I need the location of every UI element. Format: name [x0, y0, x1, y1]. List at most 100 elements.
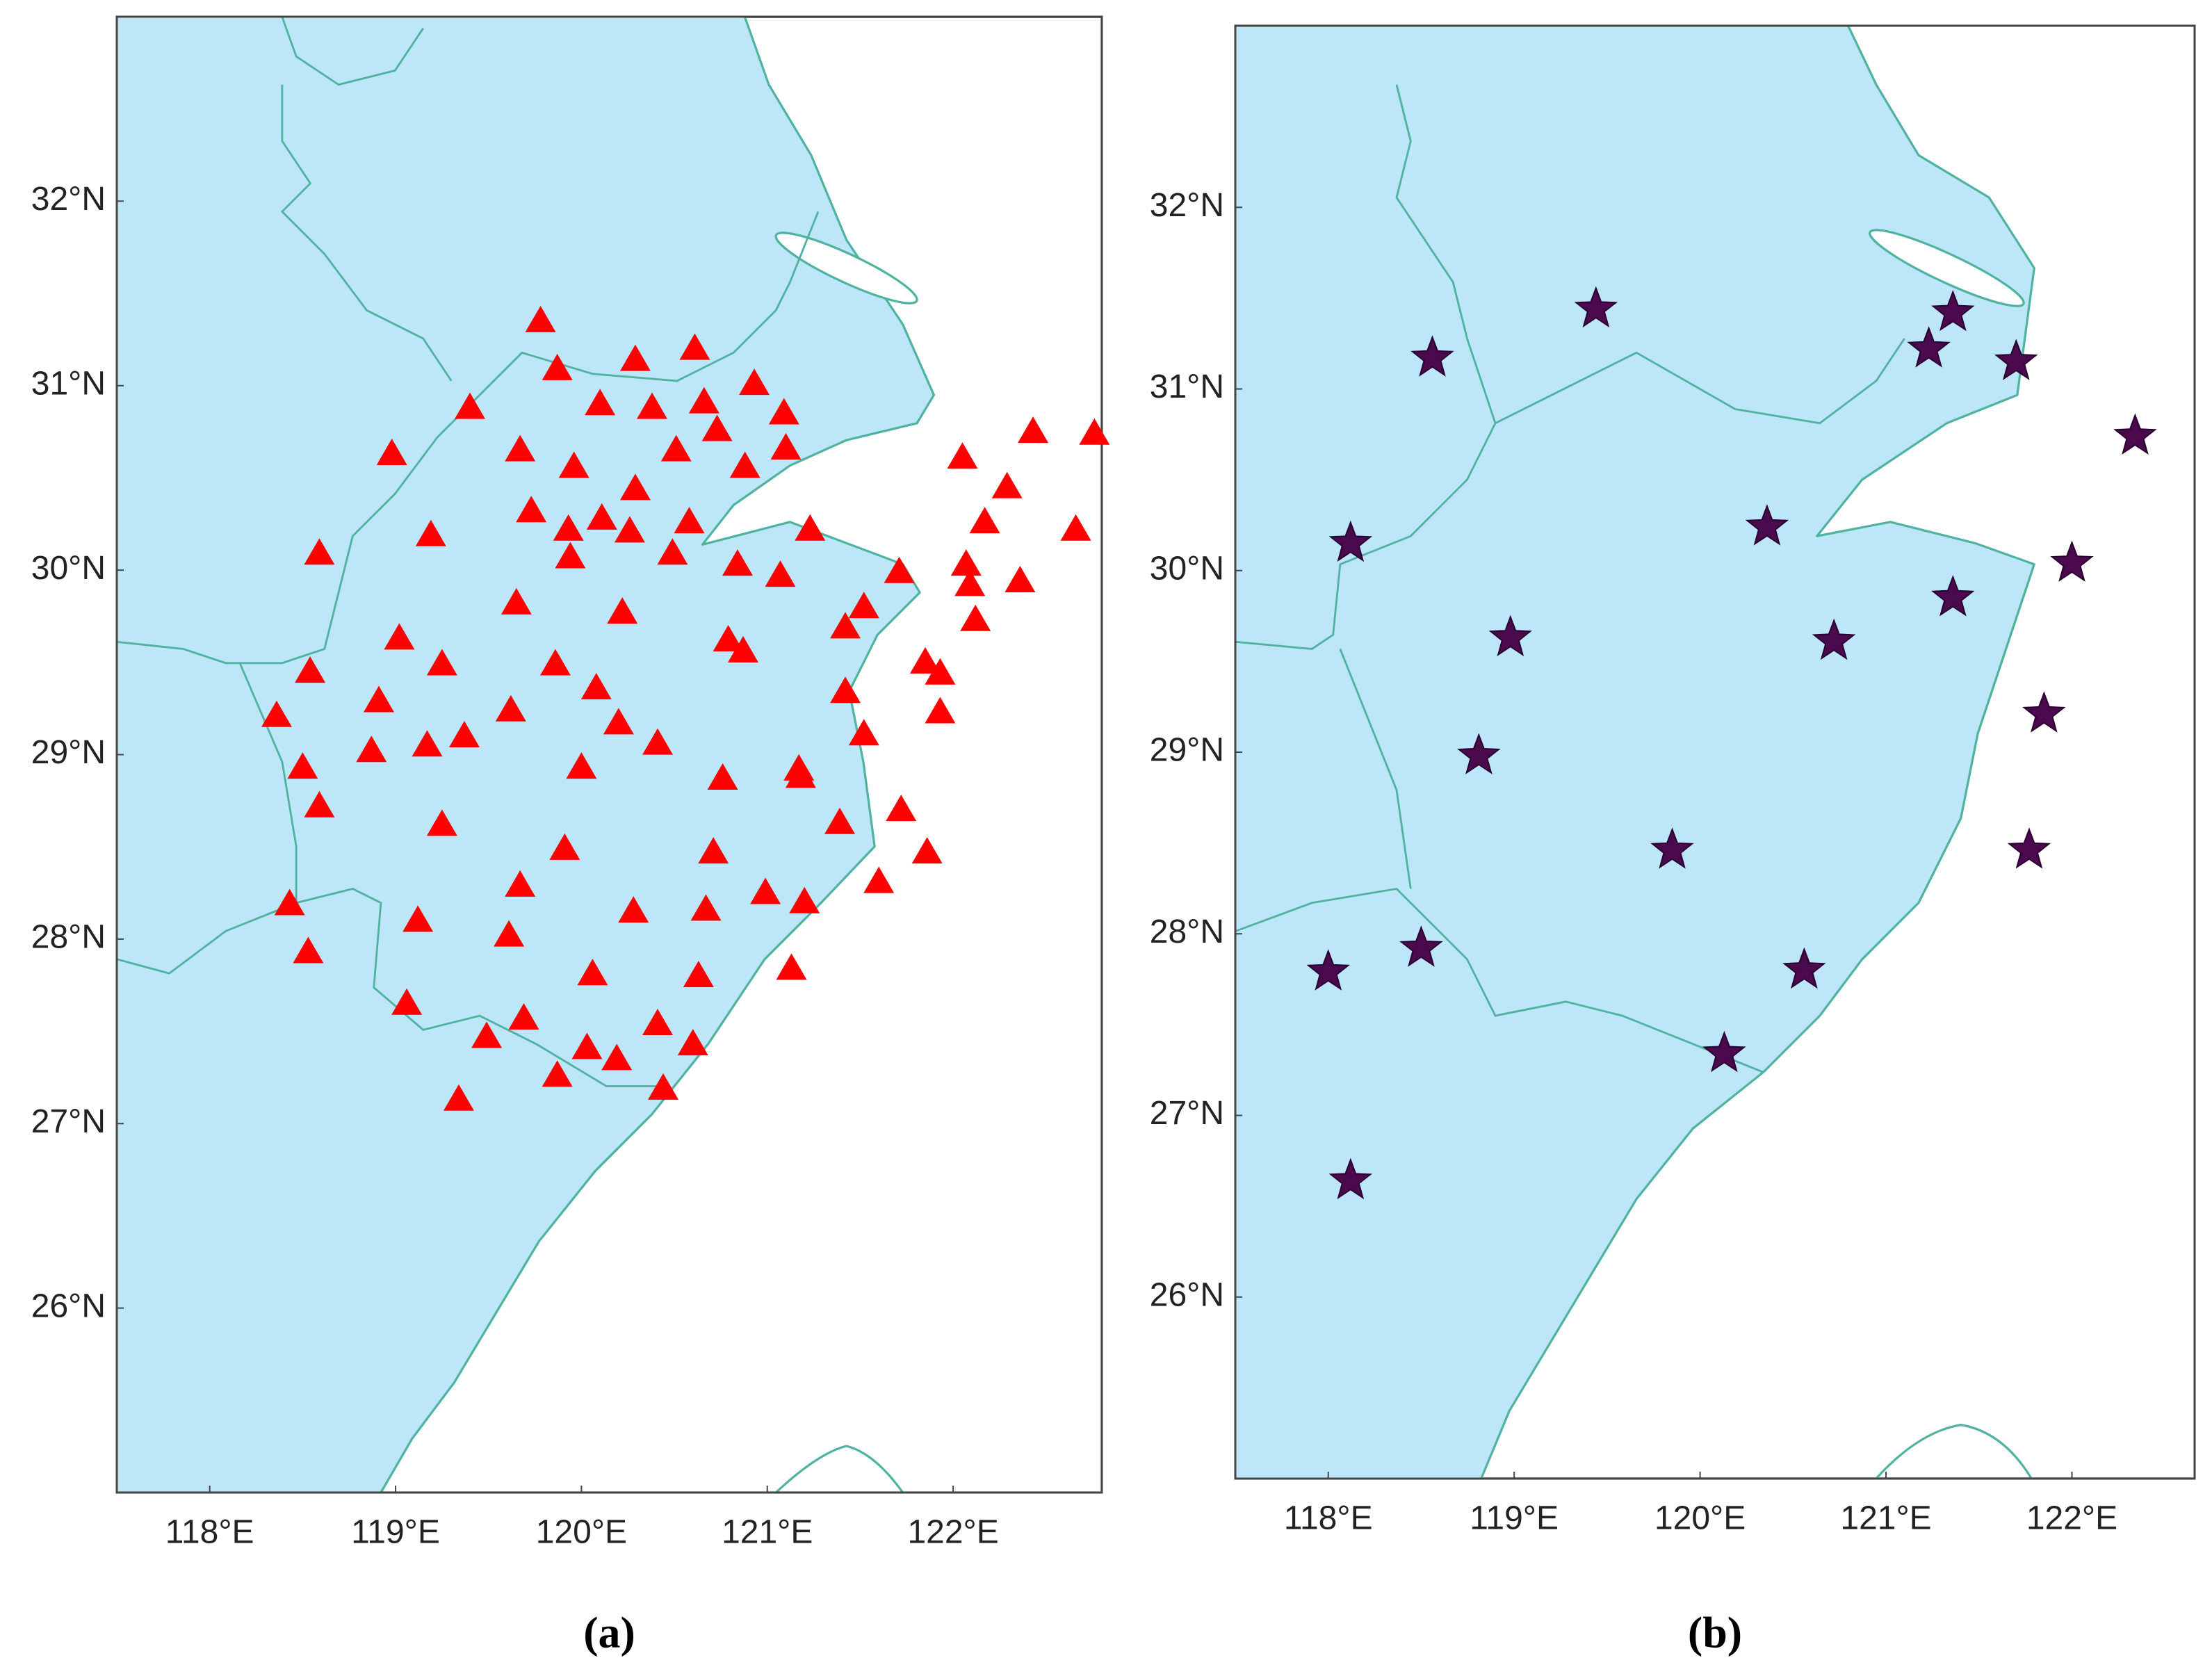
y-tick-label: 28°N	[1150, 913, 1224, 950]
y-tick-label: 32°N	[1150, 187, 1224, 224]
station-triangle	[261, 700, 292, 727]
station-triangle	[607, 597, 638, 624]
station-triangle	[1005, 566, 1036, 593]
y-tick-label: 27°N	[1150, 1095, 1224, 1132]
station-star	[1410, 335, 1454, 377]
station-star	[1306, 949, 1351, 991]
station-triangle	[549, 833, 580, 860]
y-tick-label: 29°N	[31, 734, 106, 771]
station-triangle	[1079, 418, 1110, 445]
station-triangle	[619, 344, 651, 371]
station-triangle	[642, 728, 674, 755]
station-triangle	[1018, 416, 1049, 444]
station-triangle	[722, 549, 753, 576]
station-triangle	[701, 414, 733, 441]
y-tick-label: 31°N	[31, 365, 106, 402]
map-a	[117, 17, 1102, 1493]
station-triangle	[683, 960, 714, 987]
station-triangle	[884, 556, 915, 583]
station-triangle	[707, 763, 738, 790]
x-tick-label: 121°E	[1840, 1500, 1931, 1537]
station-triangle	[614, 516, 645, 543]
station-triangle	[729, 451, 761, 478]
x-tick-label: 122°E	[907, 1514, 998, 1551]
station-triangle	[508, 1002, 539, 1030]
station-triangle	[553, 514, 584, 541]
station-triangle	[991, 471, 1023, 498]
x-tick-label: 121°E	[722, 1514, 813, 1551]
station-triangle	[577, 959, 608, 986]
station-star	[1745, 504, 1789, 546]
station-star	[1907, 326, 1951, 368]
station-star	[1702, 1030, 1746, 1073]
station-star	[1399, 925, 1443, 967]
x-tick-label: 122°E	[2026, 1500, 2117, 1537]
y-tick-label: 28°N	[31, 919, 106, 956]
station-triangle	[770, 432, 802, 460]
station-triangle	[950, 549, 982, 576]
y-tick-label: 31°N	[1150, 368, 1224, 405]
x-tick-label: 120°E	[1654, 1500, 1746, 1537]
station-triangle	[525, 305, 556, 332]
station-star	[1457, 733, 1501, 774]
x-tick-label: 119°E	[351, 1514, 440, 1551]
station-triangle	[580, 672, 612, 699]
station-triangle	[947, 442, 978, 469]
station-star	[1650, 827, 1694, 869]
station-triangle	[287, 752, 318, 779]
station-triangle	[1060, 514, 1091, 541]
x-tick-label: 119°E	[1470, 1500, 1559, 1537]
x-tick-label: 120°E	[536, 1514, 627, 1551]
station-triangle	[636, 392, 667, 419]
station-star	[1488, 615, 1533, 657]
station-triangle	[426, 809, 457, 836]
station-triangle	[274, 888, 305, 916]
station-triangle	[495, 694, 526, 722]
sea	[380, 17, 1102, 1493]
station-triangle	[677, 1029, 708, 1056]
station-triangle	[542, 1060, 573, 1087]
station-triangle	[356, 736, 387, 763]
station-triangle	[848, 592, 879, 619]
station-triangle	[679, 333, 710, 360]
station-triangle	[960, 604, 991, 631]
station-triangle	[776, 953, 807, 980]
station-triangle	[886, 795, 917, 822]
station-star	[2113, 413, 2157, 455]
station-triangle	[789, 886, 820, 913]
station-triangle	[376, 438, 407, 465]
station-triangle	[384, 623, 415, 650]
station-triangle	[412, 730, 443, 757]
station-star	[2022, 691, 2066, 733]
station-triangle	[739, 368, 770, 396]
y-tick-label: 32°N	[31, 181, 106, 218]
station-triangle	[426, 649, 457, 676]
station-triangle	[363, 685, 394, 713]
station-star	[1782, 947, 1826, 989]
station-triangle	[785, 761, 816, 788]
station-triangle	[830, 676, 861, 704]
station-triangle	[566, 752, 597, 779]
station-star	[1574, 286, 1618, 328]
caption: (a)	[583, 1608, 635, 1657]
station-triangle	[727, 635, 758, 663]
x-tick-label: 118°E	[1284, 1500, 1373, 1537]
x-tick-label: 118°E	[165, 1514, 254, 1551]
station-triangle	[925, 697, 956, 724]
station-star	[2007, 827, 2051, 869]
station-triangle	[555, 542, 586, 569]
station-triangle	[910, 647, 941, 674]
station-triangle	[618, 896, 649, 923]
y-tick-label: 30°N	[1150, 550, 1224, 587]
y-tick-label: 29°N	[1150, 732, 1224, 769]
station-triangle	[454, 392, 485, 419]
station-triangle	[542, 353, 573, 380]
station-star	[1931, 575, 1975, 617]
station-triangle	[304, 790, 335, 818]
station-triangle	[295, 656, 326, 683]
station-triangle	[768, 398, 799, 425]
station-triangle	[688, 387, 719, 414]
station-triangle	[494, 920, 525, 947]
station-triangle	[698, 837, 729, 864]
